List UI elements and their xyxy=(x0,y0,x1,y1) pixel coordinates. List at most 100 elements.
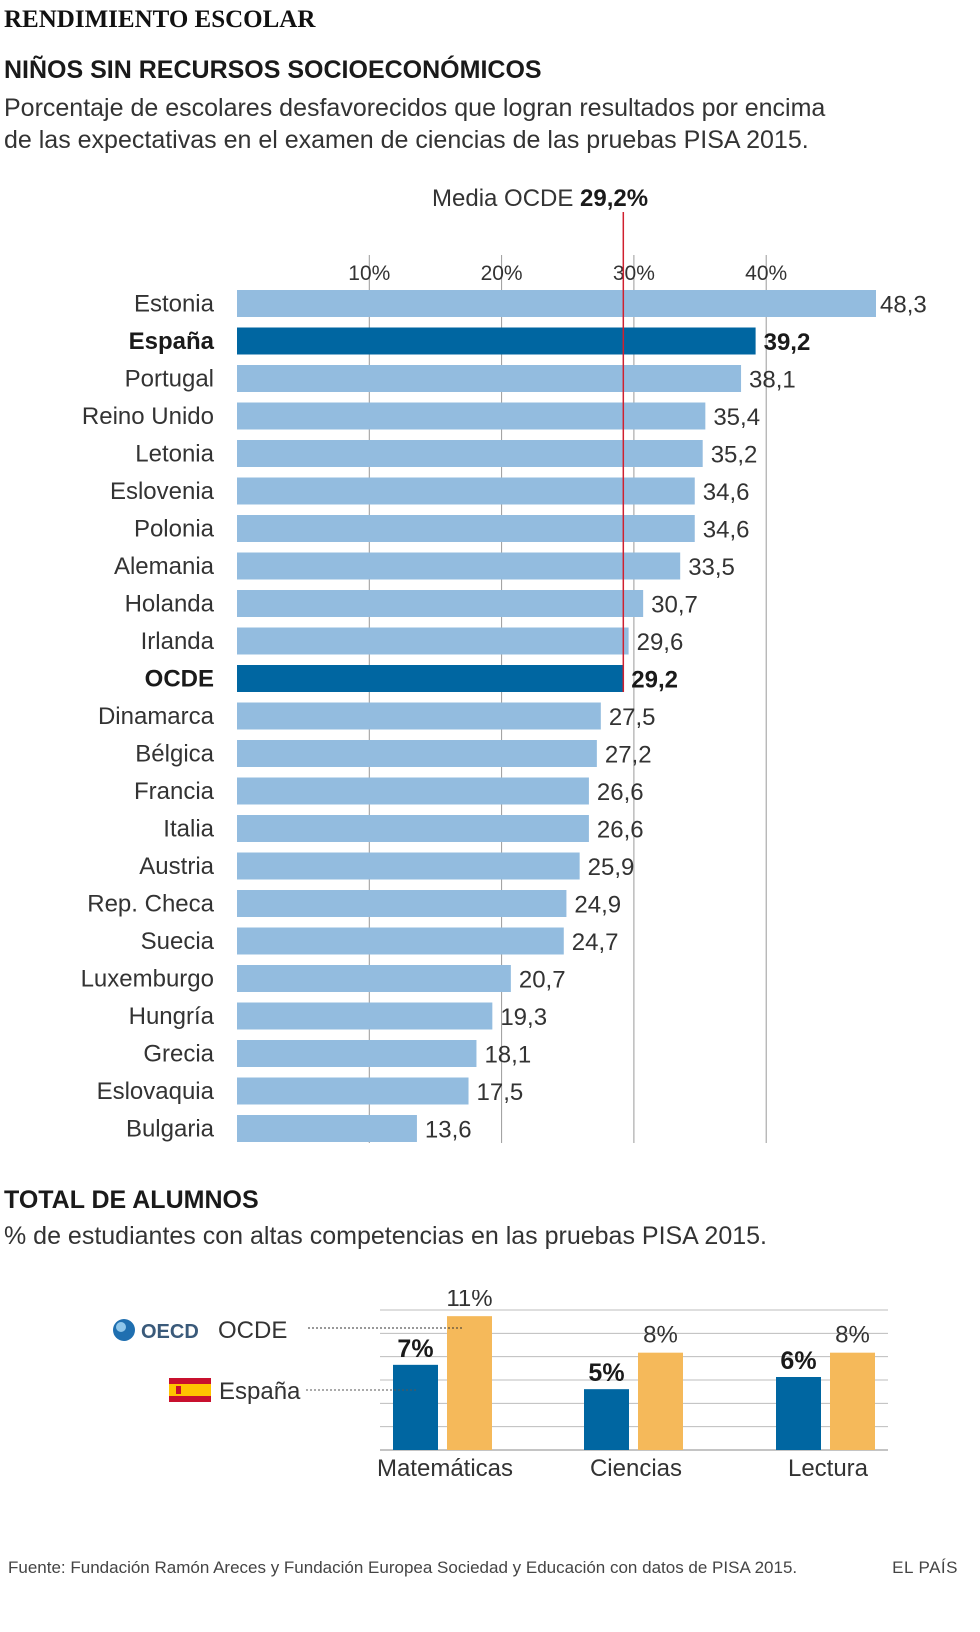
tick-label-40: 40% xyxy=(745,262,787,285)
value-label: 38,1 xyxy=(749,367,796,394)
bar-Irlanda xyxy=(237,627,629,655)
bar-Letonia xyxy=(237,440,703,467)
value-label-espana: 7% xyxy=(397,1335,433,1363)
section-subtitle-disadvantaged: Porcentaje de escolares desfavorecidos q… xyxy=(4,92,904,156)
category-label: Eslovaquia xyxy=(97,1078,215,1105)
value-label: 26,6 xyxy=(597,817,644,844)
bar-Portugal xyxy=(237,365,742,392)
category-label: Dinamarca xyxy=(98,703,215,730)
value-label: 24,9 xyxy=(574,892,621,919)
brand-credit: EL PAÍS xyxy=(892,1558,958,1577)
value-label: 33,5 xyxy=(688,554,735,581)
category-label: Suecia xyxy=(141,928,215,955)
value-label: 25,9 xyxy=(588,854,635,881)
value-label-espana: 5% xyxy=(588,1359,624,1387)
value-label: 35,4 xyxy=(713,404,760,431)
category-label: Ciencias xyxy=(590,1455,682,1482)
section-title-disadvantaged: NIÑOS SIN RECURSOS SOCIOECONÓMICOS xyxy=(4,56,542,84)
value-label: 35,2 xyxy=(711,442,758,469)
category-label: España xyxy=(129,328,215,355)
oecd-globe-highlight xyxy=(116,1322,126,1332)
value-label: 48,3 xyxy=(880,292,927,319)
category-label: Bélgica xyxy=(135,741,214,768)
value-label: 29,2 xyxy=(631,667,678,694)
bar-espana-Ciencias xyxy=(584,1389,629,1450)
category-label: Matemáticas xyxy=(377,1455,513,1482)
bar-espana-Matemáticas xyxy=(393,1364,438,1450)
bar-Reino Unido xyxy=(237,402,706,430)
bar-Dinamarca xyxy=(237,702,601,730)
legend-espana: España xyxy=(169,1378,418,1405)
category-label: Portugal xyxy=(125,366,214,393)
vertical-bar-chart: 7% 11% Matemáticas 5% 8% Ciencias 6% 8% Lectura O… xyxy=(113,1290,888,1482)
bar-Rep. Checa xyxy=(237,890,567,917)
category-label: Polonia xyxy=(134,516,215,543)
source-note: Fuente: Fundación Ramón Areces y Fundaci… xyxy=(8,1558,798,1577)
bar-Hungría xyxy=(237,1002,493,1030)
category-label: Reino Unido xyxy=(82,403,214,430)
category-label: Italia xyxy=(163,816,214,843)
value-label: 30,7 xyxy=(651,592,698,619)
category-label: Hungría xyxy=(129,1003,215,1030)
bar-Polonia xyxy=(237,515,695,542)
section-subtitle-total: % de estudiantes con altas competencias … xyxy=(4,1222,767,1250)
category-label: OCDE xyxy=(145,666,214,693)
category-label: Holanda xyxy=(125,591,215,618)
category-label: Francia xyxy=(134,778,215,805)
bar-Holanda xyxy=(237,590,644,617)
category-label: Luxemburgo xyxy=(81,966,214,993)
value-label: 29,6 xyxy=(637,629,684,656)
value-label: 34,6 xyxy=(703,517,750,544)
bar-espana-Lectura xyxy=(776,1377,821,1450)
value-label: 13,6 xyxy=(425,1117,472,1144)
category-label: Grecia xyxy=(143,1041,214,1068)
category-label: Lectura xyxy=(788,1455,869,1482)
value-label-espana: 6% xyxy=(780,1347,816,1375)
section-title-total: TOTAL DE ALUMNOS xyxy=(4,1186,259,1214)
bar-Italia xyxy=(237,815,589,842)
bar-Grecia xyxy=(237,1040,477,1067)
tick-label-10: 10% xyxy=(348,262,390,285)
bar-OCDE xyxy=(237,665,624,692)
category-label: Rep. Checa xyxy=(87,891,214,918)
value-label: 24,7 xyxy=(572,929,619,956)
bar-Francia xyxy=(237,777,589,805)
legend-ocde: OECD OCDE xyxy=(113,1317,462,1344)
bar-Estonia xyxy=(237,290,876,317)
bar-Eslovenia xyxy=(237,477,695,505)
bar-Alemania xyxy=(237,552,681,580)
horizontal-bar-chart: 10% 20% 30% 40% Estonia 48,3 España 39,2 Portuga… xyxy=(81,185,927,1144)
value-label-ocde: 11% xyxy=(446,1290,492,1312)
category-label: Estonia xyxy=(134,291,215,318)
bar-Suecia xyxy=(237,927,564,955)
legend-ocde-label: OCDE xyxy=(218,1317,287,1344)
bar-Bulgaria xyxy=(237,1115,417,1142)
value-label: 26,6 xyxy=(597,779,644,806)
value-label: 27,2 xyxy=(605,742,652,769)
category-label: Letonia xyxy=(135,441,214,468)
bar-ocde-Ciencias xyxy=(638,1352,683,1450)
spain-flag-stripe xyxy=(169,1384,211,1396)
category-label: Alemania xyxy=(114,553,215,580)
tick-label-20: 20% xyxy=(481,262,523,285)
category-label: Irlanda xyxy=(141,628,215,655)
value-label: 39,2 xyxy=(764,329,811,356)
spain-flag-emblem xyxy=(176,1386,181,1394)
bar-España xyxy=(237,327,756,355)
mean-label-prefix: Media OCDE xyxy=(432,185,580,212)
value-label: 18,1 xyxy=(484,1042,531,1069)
value-label: 27,5 xyxy=(609,704,656,731)
bar-Austria xyxy=(237,852,580,880)
value-label: 20,7 xyxy=(519,967,566,994)
bar-Eslovaquia xyxy=(237,1077,469,1105)
bar-Luxemburgo xyxy=(237,965,511,992)
mean-label: Media OCDE 29,2% xyxy=(432,185,648,212)
category-label: Austria xyxy=(139,853,214,880)
value-label: 19,3 xyxy=(500,1004,547,1031)
value-label-ocde: 8% xyxy=(643,1322,678,1349)
kicker: RENDIMIENTO ESCOLAR xyxy=(4,6,316,33)
legend-espana-label: España xyxy=(219,1378,301,1405)
subtitle-line-1: Porcentaje de escolares desfavorecidos q… xyxy=(4,94,826,122)
value-label-ocde: 8% xyxy=(835,1322,870,1349)
tick-label-30: 30% xyxy=(613,262,655,285)
